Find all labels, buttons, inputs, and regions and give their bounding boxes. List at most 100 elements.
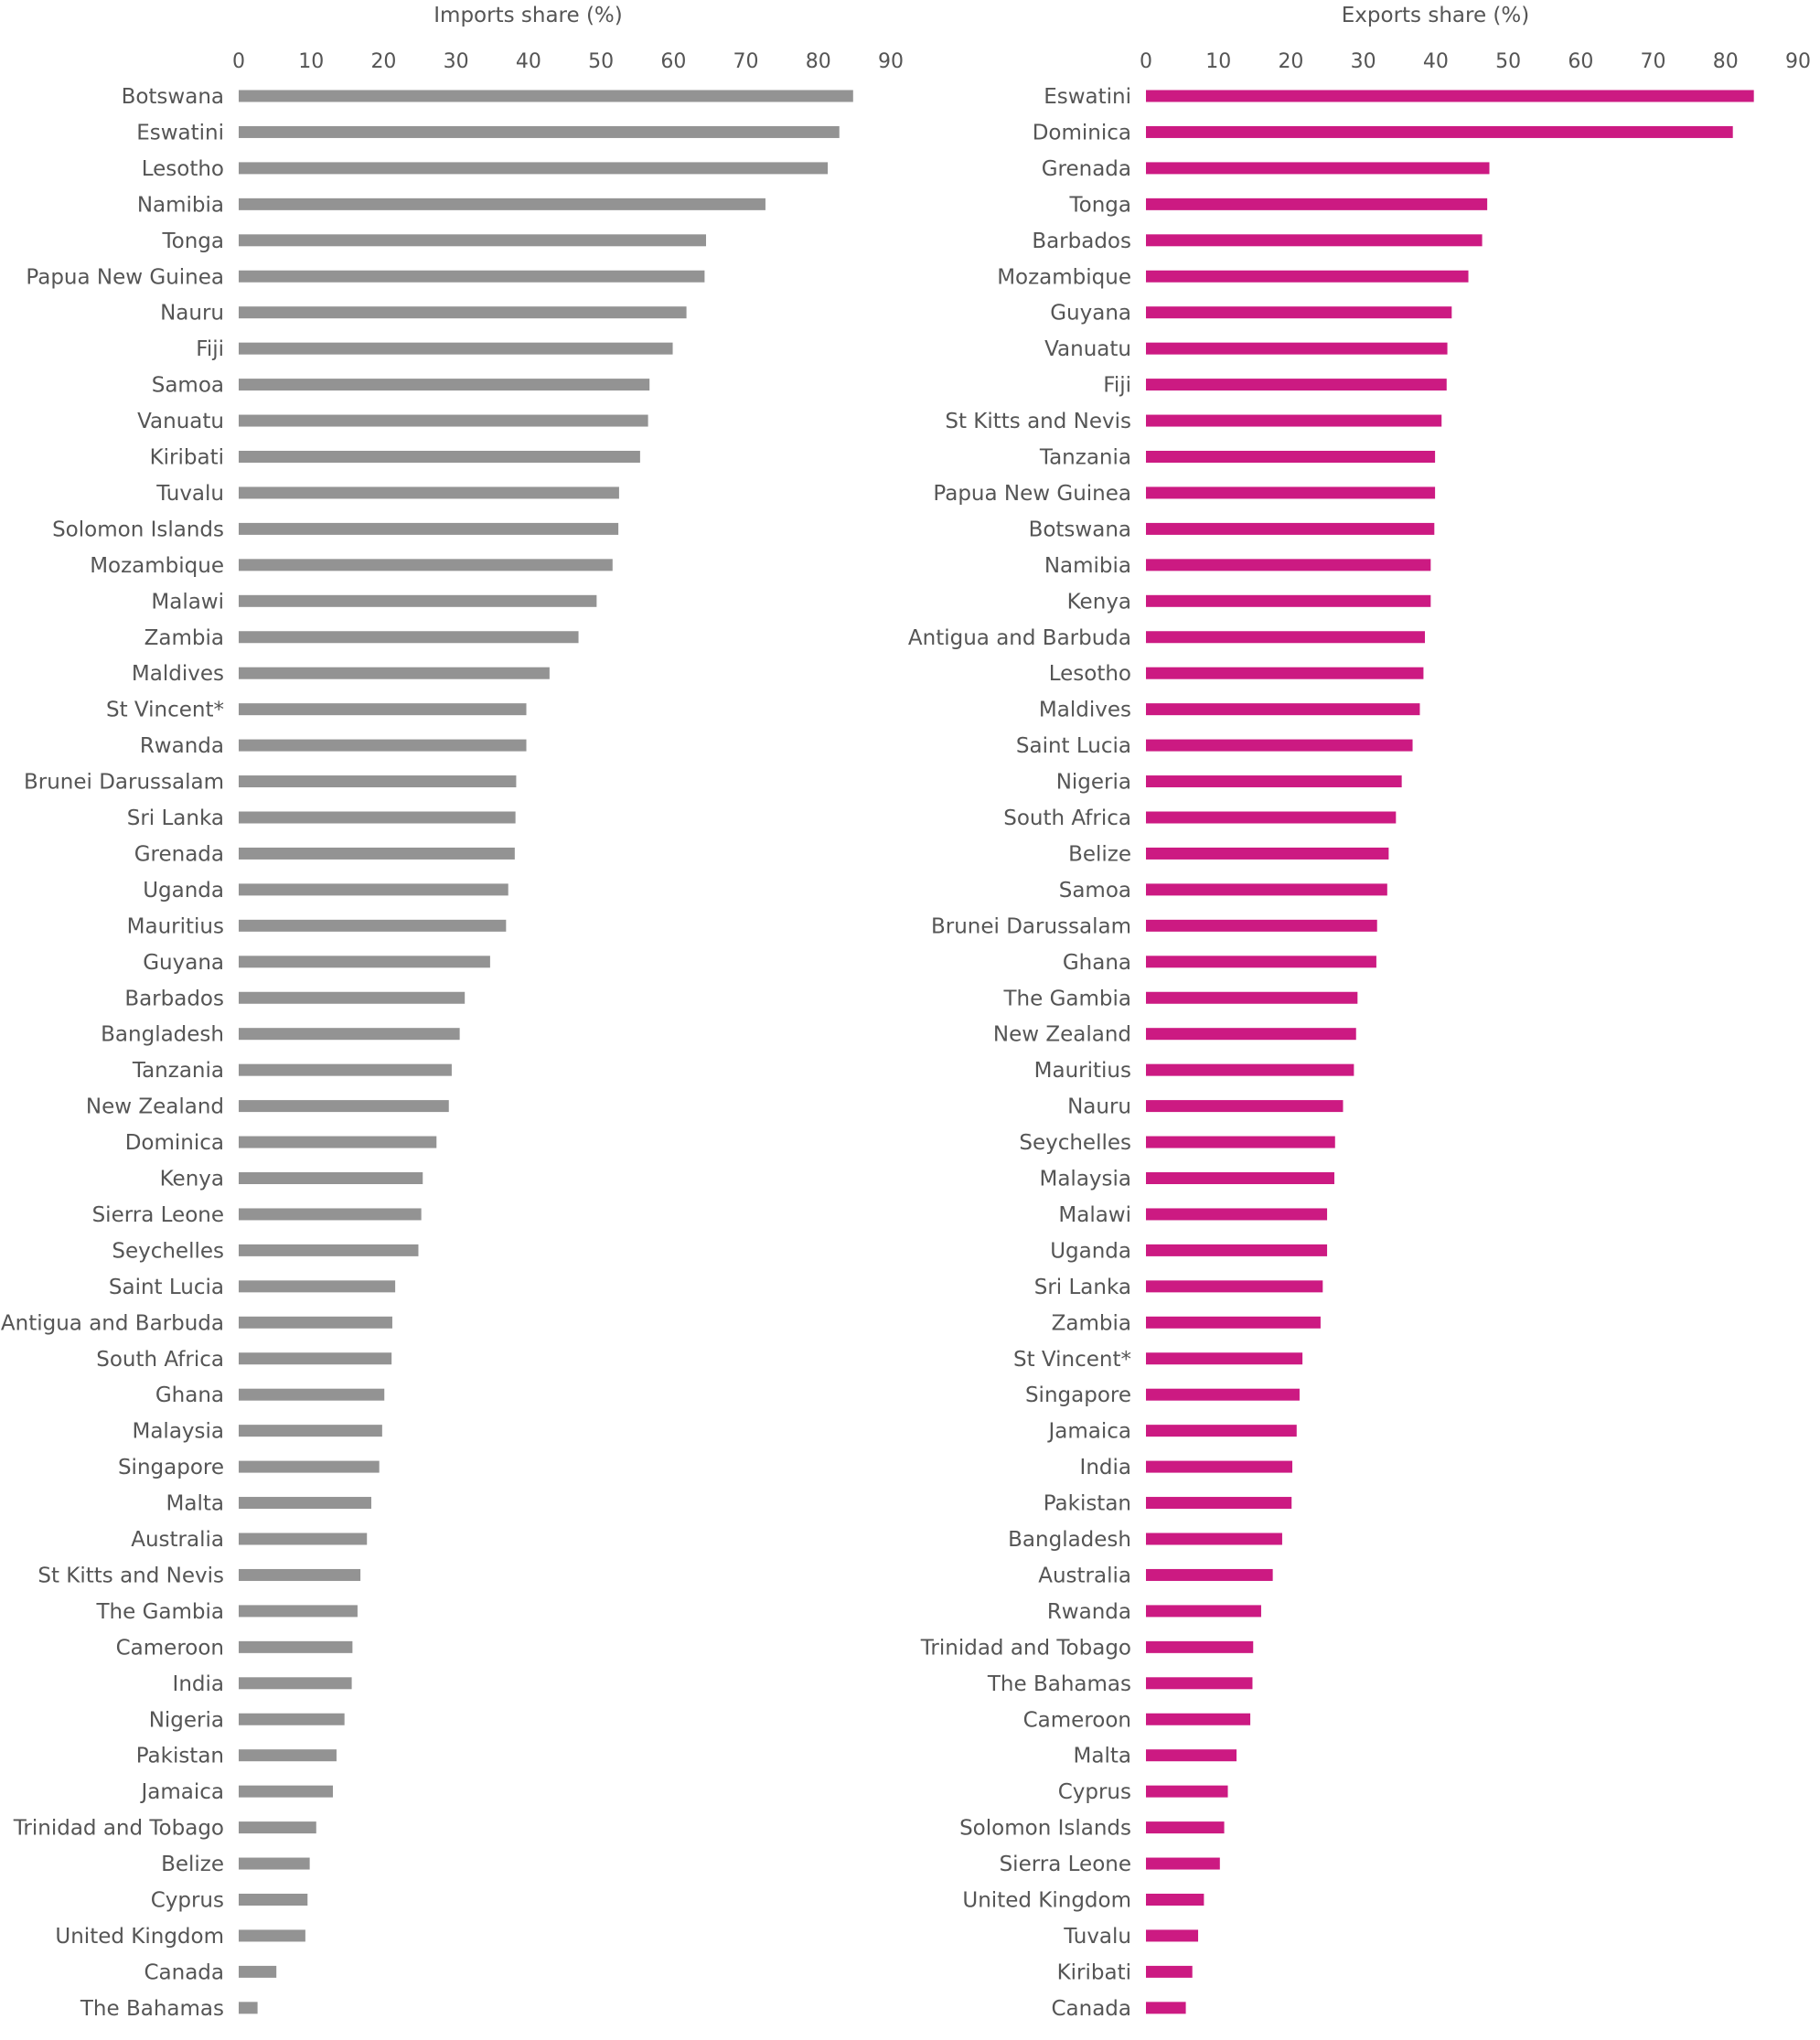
imports-category-label: Mauritius	[127, 914, 224, 938]
exports-category-label: Tanzania	[1039, 446, 1131, 470]
exports-bar	[1146, 1785, 1228, 1798]
imports-bar	[239, 847, 515, 860]
exports-category-label: Antigua and Barbuda	[908, 626, 1131, 650]
imports-tick-label: 90	[878, 50, 904, 73]
imports-bar	[239, 522, 619, 535]
exports-bar	[1146, 739, 1413, 752]
exports-category-label: Uganda	[1050, 1239, 1131, 1263]
imports-bar	[239, 1425, 382, 1437]
imports-bar	[239, 1857, 310, 1870]
exports-category-label: New Zealand	[993, 1023, 1131, 1047]
exports-tick-label: 60	[1568, 50, 1593, 73]
imports-bar	[239, 1244, 419, 1256]
exports-category-label: Barbados	[1032, 230, 1131, 253]
imports-bar	[239, 234, 706, 247]
exports-bar	[1146, 1100, 1344, 1113]
exports-category-label: Nigeria	[1056, 771, 1131, 795]
imports-tick-label: 80	[806, 50, 831, 73]
exports-bar	[1146, 270, 1469, 283]
imports-bar	[239, 1677, 352, 1690]
exports-bar	[1146, 162, 1490, 175]
exports-bar	[1146, 1857, 1220, 1870]
imports-category-label: Brunei Darussalam	[24, 771, 224, 795]
exports-bar	[1146, 1497, 1292, 1510]
imports-category-label: Vanuatu	[137, 410, 224, 433]
exports-bar	[1146, 1894, 1204, 1906]
imports-category-label: Saint Lucia	[109, 1276, 224, 1299]
imports-category-label: Seychelles	[112, 1239, 224, 1263]
exports-category-label: St Vincent*	[1013, 1348, 1131, 1372]
exports-tick-label: 70	[1641, 50, 1666, 73]
exports-category-label: Rwanda	[1047, 1600, 1131, 1624]
imports-category-label: Papua New Guinea	[26, 265, 224, 289]
imports-bar	[239, 1605, 358, 1618]
exports-tick-label: 0	[1140, 50, 1152, 73]
exports-category-label: Nauru	[1067, 1095, 1131, 1119]
exports-bar	[1146, 1533, 1282, 1545]
exports-bar	[1146, 1425, 1297, 1437]
imports-category-label: Fiji	[196, 337, 224, 361]
imports-category-label: Canada	[144, 1960, 224, 1984]
exports-bar	[1146, 125, 1733, 138]
exports-bar	[1146, 631, 1426, 644]
imports-tick-label: 50	[588, 50, 614, 73]
imports-bar	[239, 1568, 361, 1581]
imports-category-label: Guyana	[143, 951, 224, 975]
imports-bar	[239, 1785, 333, 1798]
imports-bar	[239, 594, 597, 607]
imports-bar	[239, 1894, 308, 1906]
exports-category-label: Australia	[1038, 1564, 1131, 1587]
exports-category-label: Ghana	[1063, 951, 1131, 975]
exports-bar	[1146, 594, 1431, 607]
imports-bar	[239, 956, 490, 968]
exports-tick-label: 40	[1423, 50, 1449, 73]
imports-category-label: Tanzania	[132, 1059, 224, 1083]
imports-category-label: St Vincent*	[106, 699, 224, 722]
imports-bar	[239, 811, 516, 824]
imports-axis-title: Imports share (%)	[434, 4, 623, 27]
imports-bar	[239, 1100, 449, 1113]
imports-category-label: Rwanda	[140, 734, 224, 758]
imports-bar	[239, 1533, 368, 1545]
exports-bar	[1146, 1677, 1253, 1690]
imports-tick-label: 0	[232, 50, 245, 73]
imports-bar	[239, 1497, 371, 1510]
imports-tick-label: 30	[444, 50, 469, 73]
imports-category-label: South Africa	[96, 1348, 224, 1372]
exports-category-label: Sri Lanka	[1034, 1276, 1131, 1299]
imports-tick-label: 20	[370, 50, 396, 73]
exports-axis-title: Exports share (%)	[1342, 4, 1529, 27]
exports-bar	[1146, 1605, 1261, 1618]
exports-bar	[1146, 342, 1448, 355]
exports-category-label: The Bahamas	[987, 1672, 1131, 1696]
imports-category-label: Cyprus	[151, 1889, 224, 1913]
imports-category-label: Malawi	[151, 590, 224, 614]
exports-bar	[1146, 379, 1447, 391]
imports-tick-label: 40	[516, 50, 541, 73]
exports-category-label: India	[1080, 1456, 1131, 1479]
imports-category-label: Kenya	[160, 1168, 224, 1191]
exports-bar	[1146, 1172, 1334, 1184]
exports-category-label: Cameroon	[1023, 1708, 1131, 1732]
exports-bar	[1146, 414, 1442, 427]
exports-category-label: Mauritius	[1034, 1059, 1131, 1083]
imports-bar	[239, 739, 527, 752]
imports-category-label: Namibia	[137, 193, 224, 217]
imports-bar	[239, 703, 527, 716]
exports-category-label: Grenada	[1042, 157, 1131, 181]
exports-category-label: Brunei Darussalam	[931, 914, 1131, 938]
imports-category-label: Zambia	[145, 626, 224, 650]
imports-bar	[239, 883, 509, 896]
exports-bar	[1146, 559, 1431, 571]
imports-bar	[239, 1136, 437, 1148]
exports-bar	[1146, 1713, 1251, 1725]
imports-bar	[239, 486, 619, 499]
exports-category-label: Cyprus	[1058, 1780, 1131, 1804]
imports-category-label: Tonga	[162, 230, 224, 253]
exports-bar	[1146, 883, 1387, 896]
exports-category-label: The Gambia	[1003, 987, 1132, 1010]
exports-category-label: Maldives	[1039, 699, 1131, 722]
imports-bar	[239, 775, 517, 788]
exports-bar	[1146, 775, 1402, 788]
